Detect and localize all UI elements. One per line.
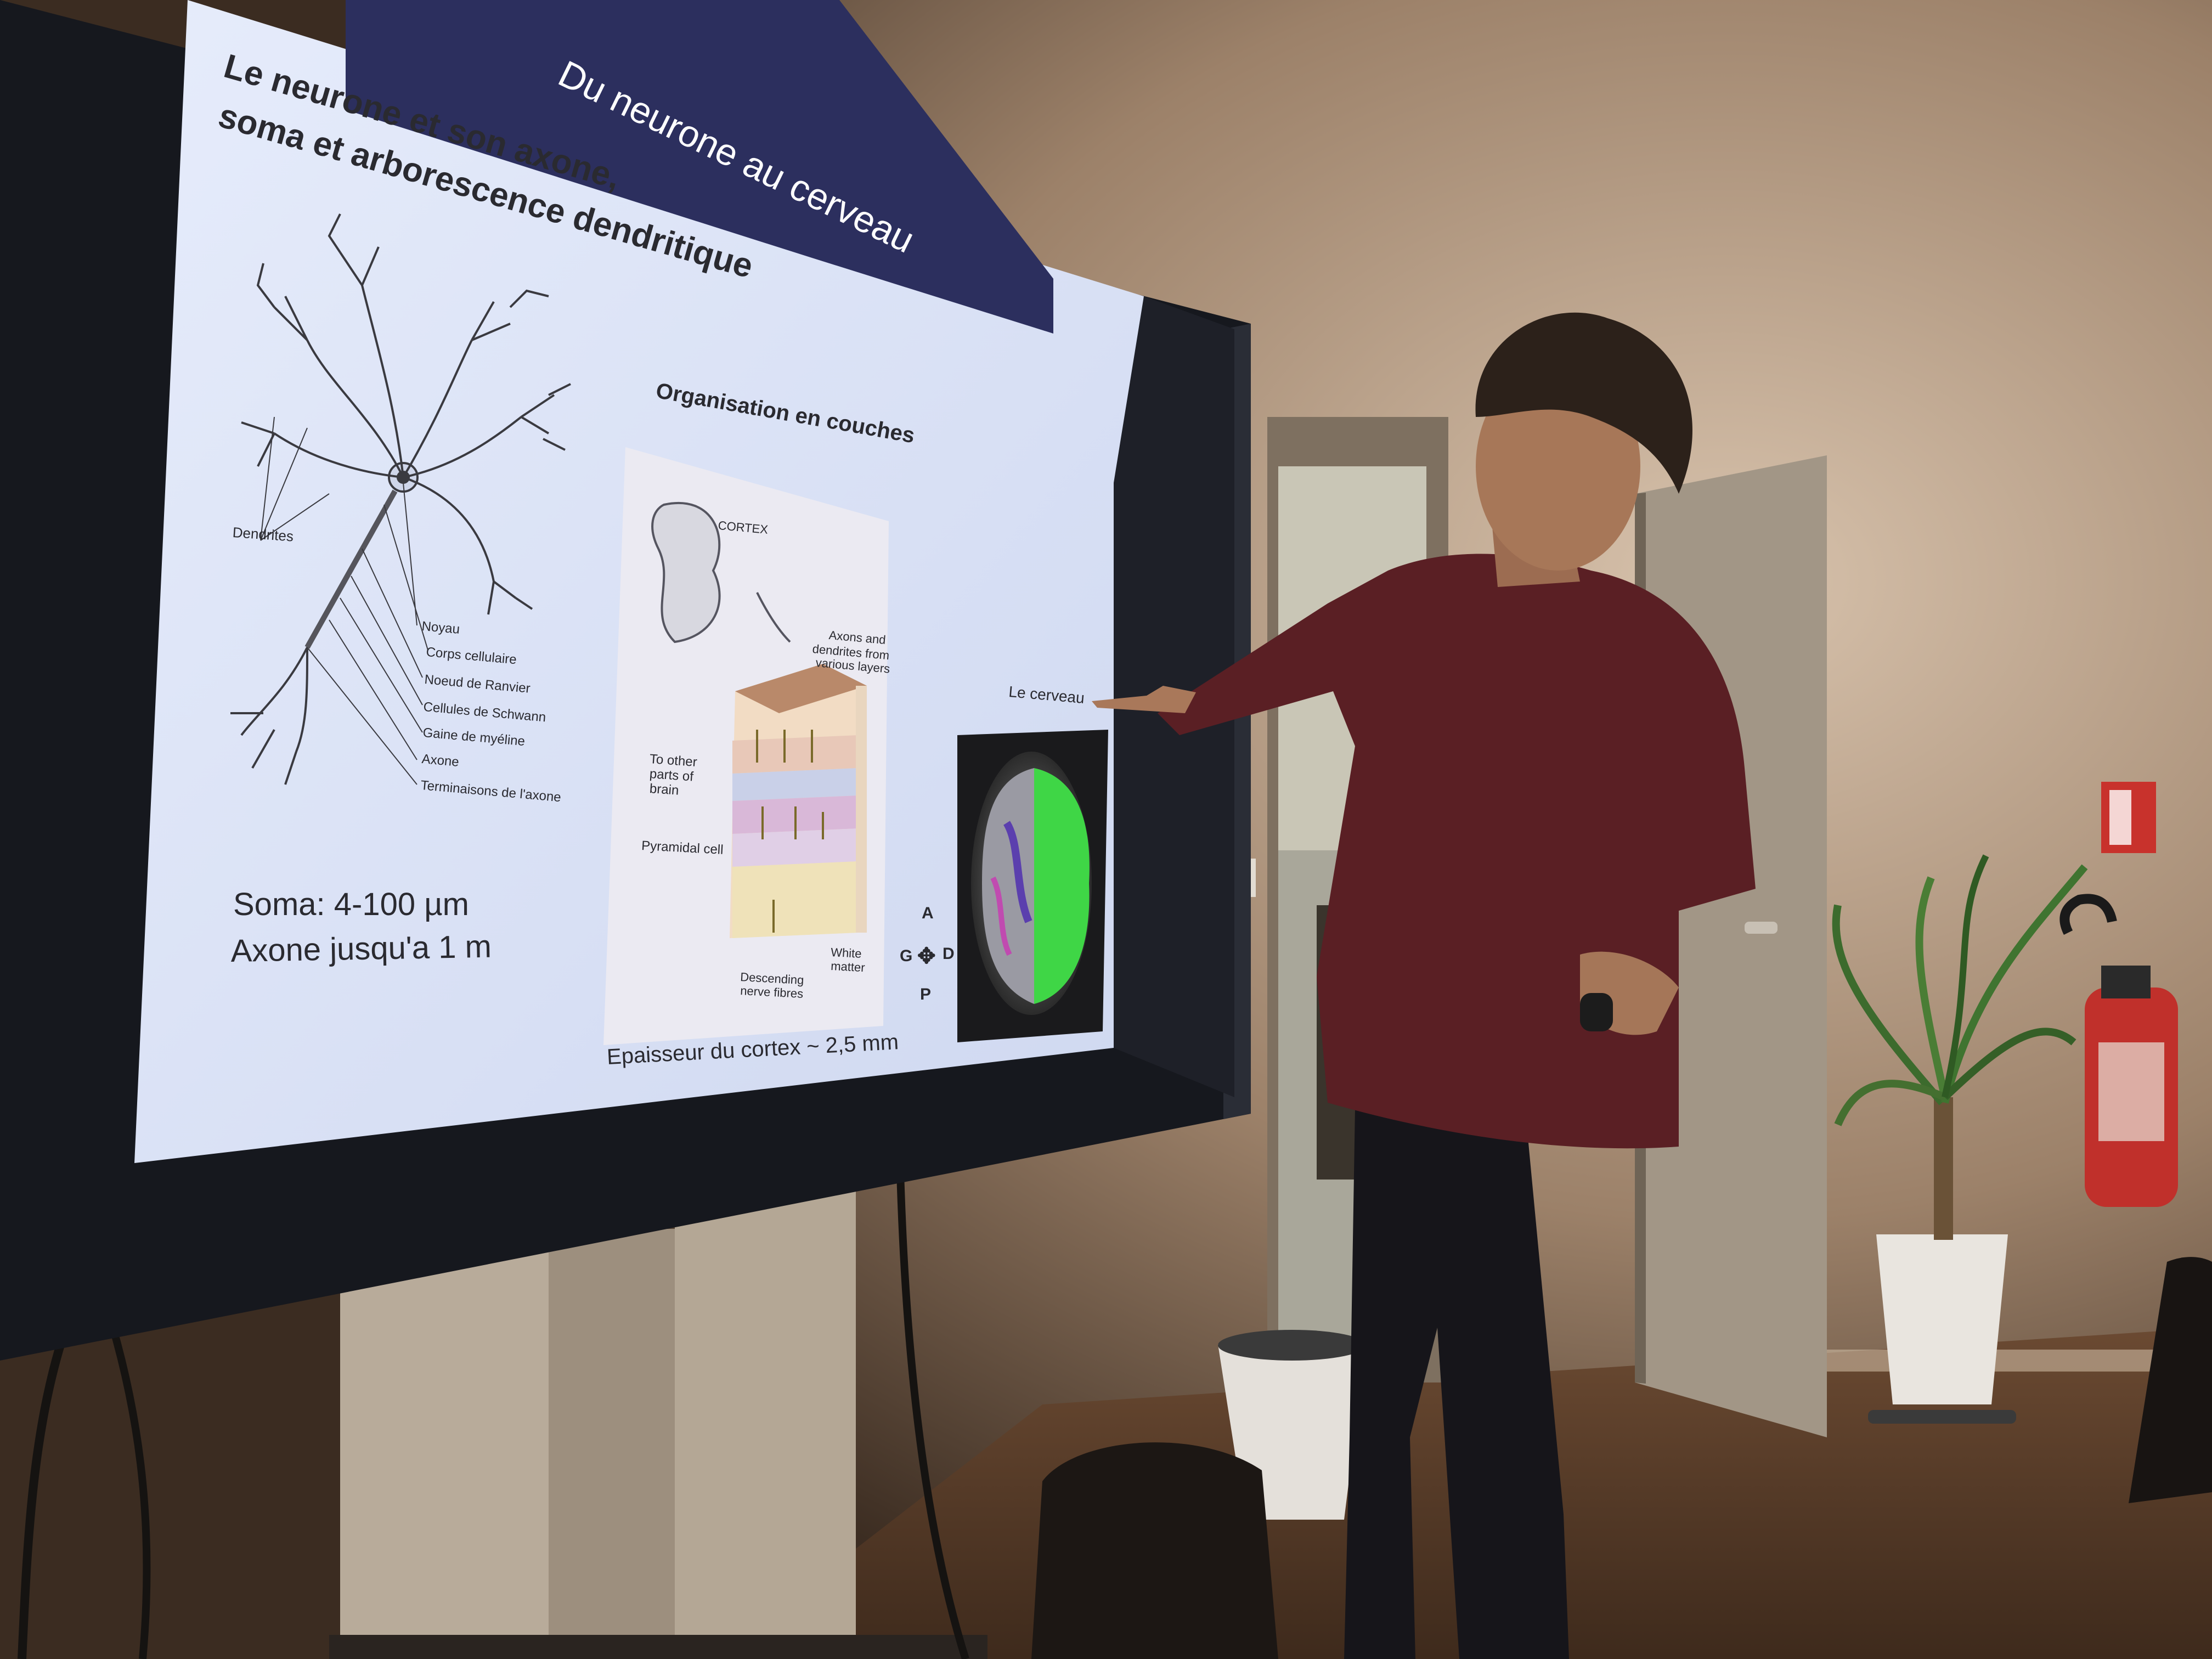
neuron-diagram: [230, 213, 571, 785]
bag: [1031, 1257, 2212, 1659]
compass-p: P: [920, 985, 932, 1003]
baseboard: [1810, 1350, 2212, 1372]
presenter: [1092, 312, 1756, 1659]
compass-d: D: [943, 945, 955, 963]
axone-length-text: Axone jusqu'a 1 m: [230, 928, 492, 969]
slide-header-bar: [346, 0, 1053, 334]
white-matter-line2: matter: [830, 959, 866, 975]
soma-size-text: Soma: 4-100 µm: [233, 887, 469, 922]
compass-a: A: [922, 904, 934, 922]
mri-brain: [957, 730, 1108, 1042]
compass-g: G: [900, 947, 913, 965]
potted-plant: [1832, 854, 2088, 1424]
cortex-block: [730, 664, 867, 938]
cortex-mini-brain: [651, 501, 791, 644]
label-axone: Axone: [421, 752, 460, 770]
to-other-line3: brain: [649, 781, 680, 798]
label-noyau: Noyau: [421, 619, 461, 637]
compass-cross-icon: ✥: [917, 944, 936, 968]
fire-extinguisher: [2059, 782, 2178, 1207]
